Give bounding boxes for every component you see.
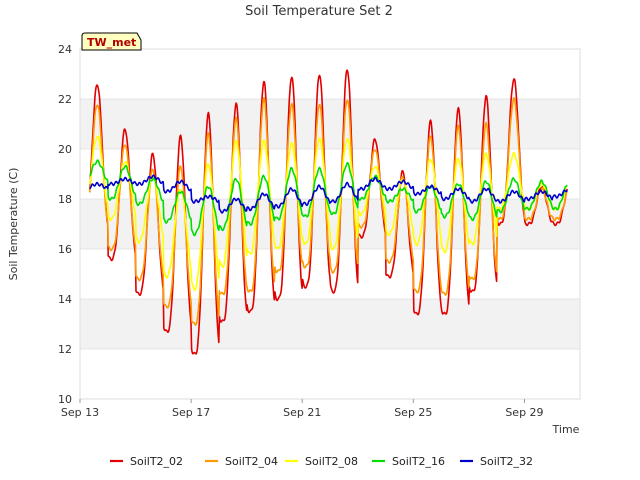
legend: SoilT2_02 SoilT2_04 SoilT2_08 SoilT2_16 Soil… <box>110 455 533 468</box>
legend-label: SoilT2_08 <box>305 455 358 468</box>
legend-label: SoilT2_04 <box>225 455 278 468</box>
y-tick-label: 24 <box>58 43 72 56</box>
x-axis-label: Time <box>552 423 580 436</box>
y-tick-label: 16 <box>58 243 72 256</box>
grid-bands <box>80 49 580 400</box>
y-tick-label: 14 <box>58 293 72 306</box>
series-line-SoilT2_16 <box>89 159 568 237</box>
station-badge: TW_met <box>81 32 142 51</box>
x-tick-label: Sep 17 <box>172 406 210 419</box>
series-line-SoilT2_04 <box>88 97 568 326</box>
y-tick-label: 20 <box>58 143 72 156</box>
station-badge-label: TW_met <box>87 36 136 49</box>
y-axis-label: Soil Temperature (C) <box>7 168 20 281</box>
series-line-SoilT2_08 <box>88 135 568 292</box>
plot-frame <box>79 48 581 400</box>
x-tick-label: Sep 25 <box>394 406 432 419</box>
y-tick-label: 10 <box>58 393 72 406</box>
chart-title: Soil Temperature Set 2 <box>245 4 393 19</box>
grid-band <box>80 299 580 349</box>
legend-label: SoilT2_32 <box>480 455 533 468</box>
y-tick-label: 12 <box>58 343 72 356</box>
x-axis-ticks: Sep 13 Sep 17 Sep 21 Sep 25 Sep 29 <box>61 399 544 419</box>
grid-band <box>80 99 580 149</box>
x-tick-label: Sep 29 <box>505 406 543 419</box>
legend-label: SoilT2_16 <box>392 455 445 468</box>
x-tick-label: Sep 21 <box>283 406 321 419</box>
y-tick-label: 18 <box>58 193 72 206</box>
y-tick-label: 22 <box>58 93 72 106</box>
legend-label: SoilT2_02 <box>130 455 183 468</box>
series-lines <box>88 69 568 355</box>
x-tick-label: Sep 13 <box>61 406 99 419</box>
y-axis-ticks: 10 12 14 16 18 20 22 24 <box>58 43 72 406</box>
station-badge-box <box>81 32 142 51</box>
series-line-SoilT2_32 <box>89 174 568 214</box>
series-line-SoilT2_02 <box>88 69 568 355</box>
